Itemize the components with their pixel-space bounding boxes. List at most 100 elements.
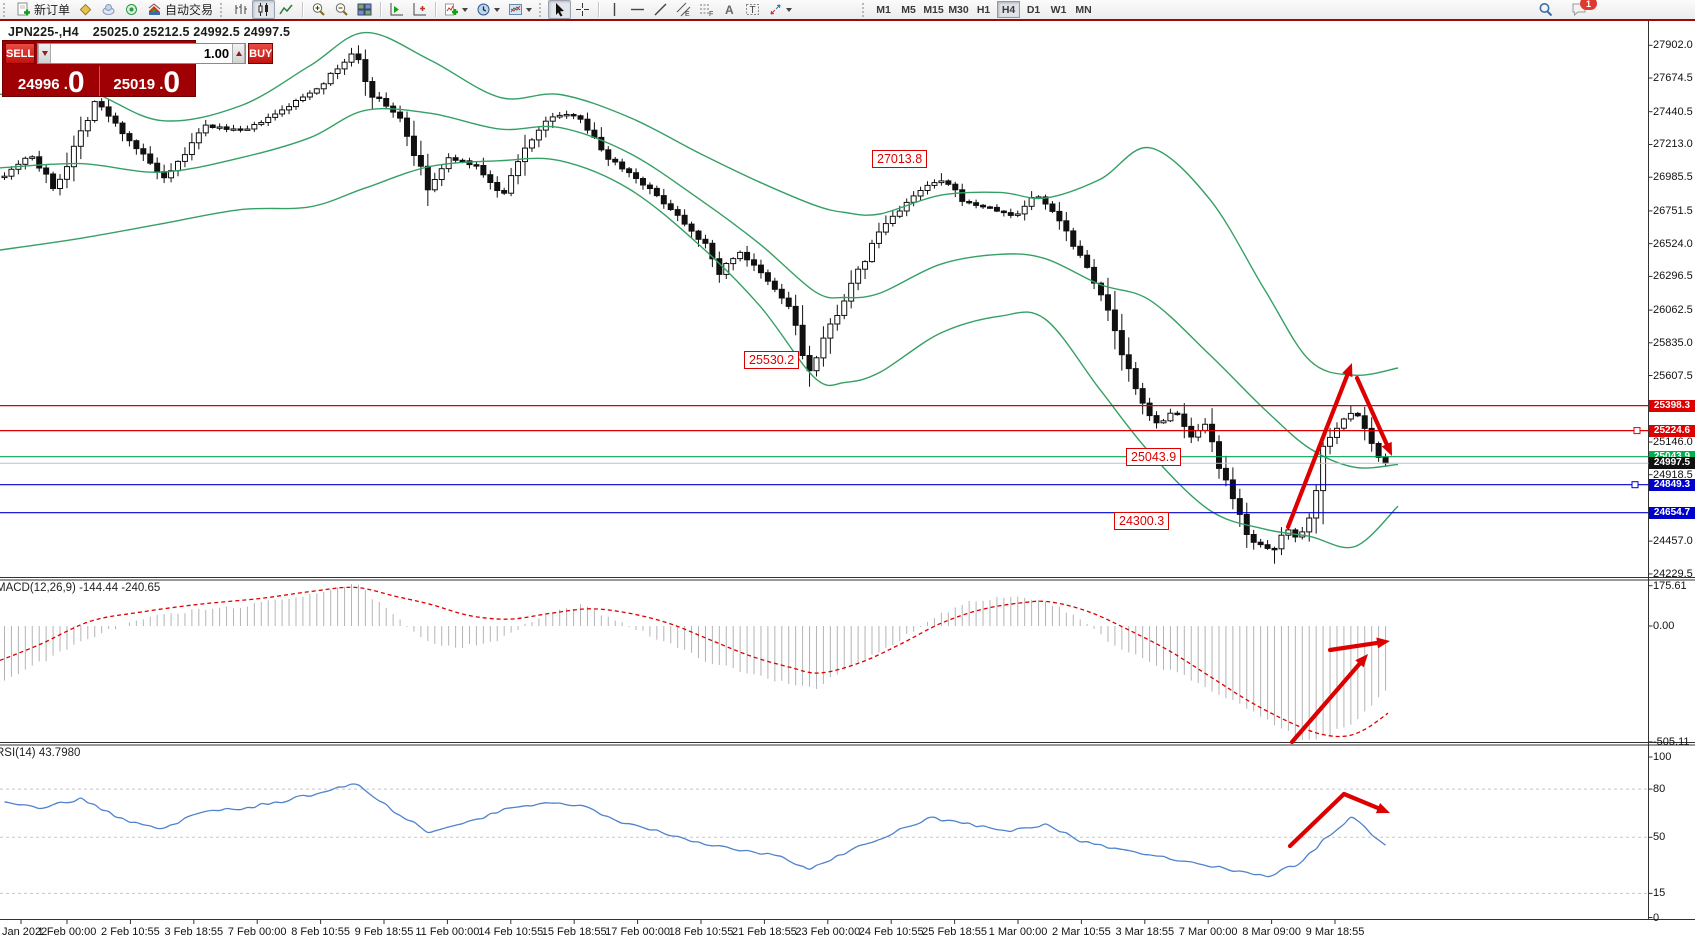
chart-text-label[interactable]: 27013.8 (872, 150, 928, 168)
timeframe-button-H1[interactable]: H1 (976, 3, 991, 16)
chart-text-label[interactable]: 24300.3 (1114, 512, 1170, 530)
toolbar-separator (598, 2, 600, 17)
macd-axis-label: 0.00 (1653, 620, 1675, 632)
buy-price-pip: 0 (163, 66, 181, 97)
bar-chart-icon (235, 4, 248, 14)
indicators-button[interactable] (440, 0, 472, 19)
macd-axis-label: -505.11 (1653, 735, 1690, 748)
rsi-axis-label: 15 (1653, 887, 1666, 900)
price-axis-label: 27902.0 (1653, 39, 1693, 52)
sell-price-main: 24996 . (17, 76, 68, 93)
rsi-axis-label: 80 (1653, 783, 1666, 796)
navigator-button[interactable] (74, 0, 97, 19)
volume-increase-button[interactable] (232, 44, 246, 63)
macd-axis-label: 175.61 (1653, 579, 1687, 592)
price-axis-label: 26985.5 (1653, 171, 1693, 184)
price-tag: 25224.6 (1649, 424, 1695, 437)
chart-text-label[interactable]: 25043.9 (1126, 448, 1182, 466)
cursor-tool-button[interactable] (548, 0, 572, 19)
price-tag: 24849.3 (1649, 478, 1695, 491)
time-axis-label: 23 Feb 00:00 (795, 926, 861, 938)
triangle-down-icon (41, 51, 48, 56)
macd-pane (0, 583, 1389, 740)
template-icon (509, 4, 523, 15)
timeframe-button-D1[interactable]: D1 (1026, 3, 1041, 16)
price-axis-label: 24457.0 (1653, 535, 1693, 548)
strategy-button[interactable] (120, 0, 143, 19)
sell-button[interactable]: SELL (5, 43, 36, 64)
price-tag: 24997.5 (1649, 457, 1695, 470)
trendline-tool-button[interactable] (649, 0, 672, 19)
timeframe-button-M5[interactable]: M5 (901, 3, 916, 16)
toolbar-grip (539, 2, 545, 17)
rsi-axis-label: 50 (1653, 831, 1666, 844)
time-axis-label: 3 Feb 18:55 (164, 926, 224, 938)
sell-price-pip: 0 (67, 66, 85, 97)
time-axis-label: 15 Feb 18:55 (541, 926, 607, 938)
search-icon (1539, 3, 1553, 17)
tile-windows-button[interactable] (353, 0, 376, 19)
timeframe-button-MN[interactable]: MN (1075, 3, 1092, 16)
toolbar-grip (220, 2, 226, 17)
toolbar-grip (862, 2, 868, 17)
time-axis-label: 8 Feb 10:55 (291, 926, 350, 938)
search-button[interactable] (1534, 0, 1557, 19)
chart-shift-icon (413, 3, 427, 16)
timeframe-button-M15[interactable]: M15 (923, 3, 944, 16)
fibonacci-tool-button[interactable]: F (695, 0, 718, 19)
volume-input[interactable] (51, 44, 233, 63)
notifications-button[interactable]: 1 (1567, 0, 1597, 19)
equidistant-channel-tool-button[interactable]: E (672, 0, 695, 19)
timeframe-button-W1[interactable]: W1 (1050, 3, 1067, 16)
templates-button[interactable] (504, 0, 536, 19)
svg-text:T: T (750, 5, 756, 16)
buy-button[interactable]: BUY (248, 43, 274, 64)
vertical-line-tool-button[interactable] (603, 0, 626, 19)
chevron-down-icon (786, 7, 793, 12)
arrows-tool-button[interactable] (764, 0, 796, 19)
timeframe-button-H4[interactable]: H4 (997, 1, 1021, 18)
line-chart-mode-button[interactable] (275, 0, 298, 19)
text-icon: A (725, 3, 734, 17)
buy-price-main: 25019 . (113, 76, 164, 93)
market-watch-button[interactable] (97, 0, 120, 19)
autotrading-button[interactable]: 自动交易 (143, 0, 217, 19)
price-divider (98, 66, 100, 96)
timeframe-button-M30[interactable]: M30 (948, 3, 969, 16)
sell-price[interactable]: 24996 .0 (5, 66, 98, 97)
zoom-in-button[interactable] (307, 0, 330, 19)
periods-button[interactable] (472, 0, 504, 19)
time-axis-label: 14 Feb 10:55 (478, 926, 544, 938)
svg-text:E: E (685, 11, 690, 17)
time-axis-label: 18 Feb 10:55 (668, 926, 734, 938)
candlestick-mode-button[interactable] (252, 0, 276, 19)
line-chart-icon (279, 4, 293, 15)
time-axis-label: 7 Mar 00:00 (1178, 926, 1238, 938)
crosshair-tool-button[interactable] (571, 0, 594, 19)
timeframe-button-M1[interactable]: M1 (876, 3, 891, 16)
autotrading-label: 自动交易 (165, 3, 214, 17)
time-axis-label: 25 Feb 18:55 (922, 926, 988, 938)
autotrading-icon (148, 3, 161, 15)
text-label-tool-button[interactable]: T (741, 0, 764, 19)
price-axis-label: 26524.0 (1653, 237, 1693, 250)
zoom-out-button[interactable] (330, 0, 353, 19)
horizontal-line-tool-button[interactable] (626, 0, 649, 19)
toolbar-separator (380, 2, 382, 17)
text-tool-button[interactable]: A (718, 0, 741, 19)
chart-shift-button[interactable] (408, 0, 431, 19)
svg-text:A: A (725, 3, 734, 17)
timeframe-toolbar: M1 M5 M15 M30 H1 H4 D1 W1 MN (871, 1, 1096, 18)
chart-autoscroll-icon (390, 3, 404, 16)
bar-chart-mode-button[interactable] (229, 0, 252, 19)
chart-text-label[interactable]: 25530.2 (744, 351, 800, 369)
volume-decrease-button[interactable] (38, 44, 52, 63)
time-axis-label: 2 Feb 10:55 (101, 926, 160, 938)
time-axis-label: Jan 2022 (2, 926, 48, 938)
rsi-indicator-label: RSI(14) 43.7980 (0, 747, 81, 759)
new-order-button[interactable]: 新订单 (12, 0, 74, 19)
chart-autoscroll-button[interactable] (385, 0, 408, 19)
buy-price[interactable]: 25019 .0 (101, 66, 194, 97)
new-order-icon (17, 2, 30, 16)
